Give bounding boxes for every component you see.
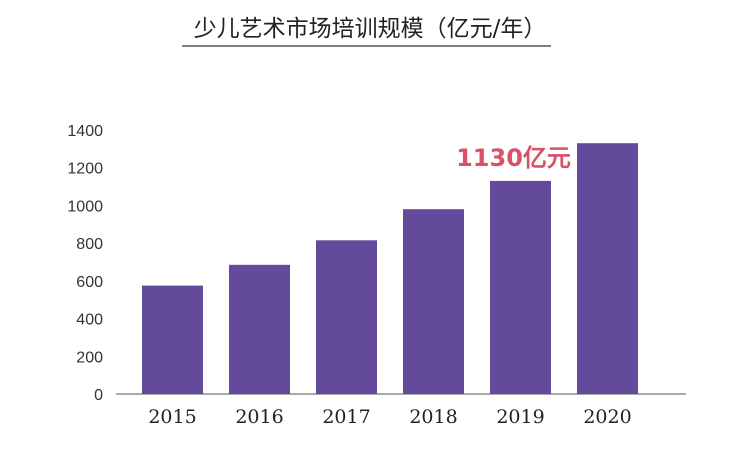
x-tick-label: 2015 [148, 406, 196, 428]
chart-title: 少儿艺术市场培训规模（亿元/年） [194, 16, 547, 42]
y-tick-label: 0 [94, 387, 103, 404]
bar-2018 [403, 209, 464, 394]
bar-2016 [229, 264, 290, 394]
bars [142, 143, 638, 394]
y-axis-ticks: 0 200 400 600 800 1000 1200 1400 [67, 123, 103, 404]
bar-2019 [490, 180, 551, 394]
y-tick-label: 200 [76, 349, 103, 366]
x-axis-ticks: 2015 2016 2017 2018 2019 2020 [148, 406, 631, 428]
x-tick-label: 2018 [409, 406, 457, 428]
x-tick-label: 2019 [496, 406, 544, 428]
x-tick-label: 2016 [235, 406, 283, 428]
bar-2017 [316, 240, 377, 394]
bar-2015 [142, 285, 203, 394]
y-tick-label: 600 [76, 274, 103, 291]
y-tick-label: 1200 [67, 161, 103, 178]
bar-annotation: 1130亿元 [456, 144, 571, 172]
x-tick-label: 2017 [322, 406, 370, 428]
y-tick-label: 400 [76, 312, 103, 329]
y-tick-label: 1000 [67, 198, 103, 215]
bar-2020 [577, 143, 638, 394]
x-tick-label: 2020 [583, 406, 631, 428]
y-tick-label: 1400 [67, 123, 103, 140]
y-tick-label: 800 [76, 236, 103, 253]
